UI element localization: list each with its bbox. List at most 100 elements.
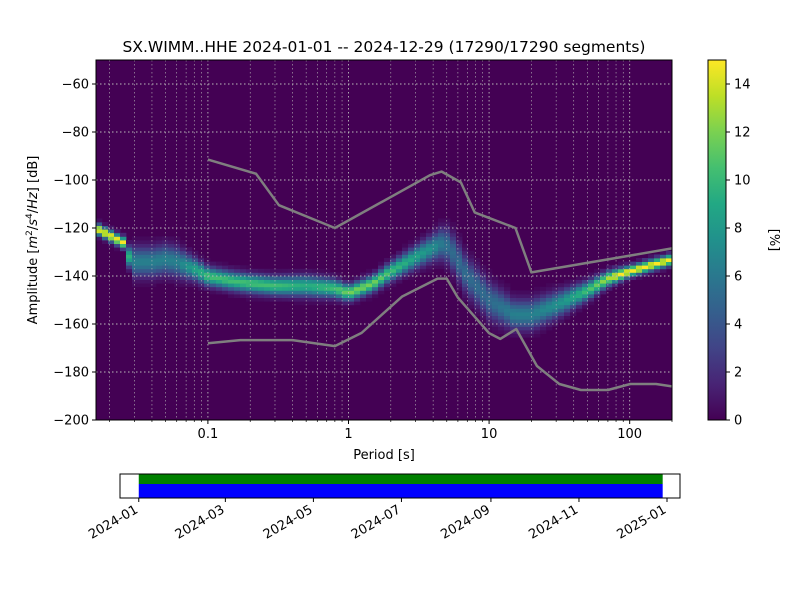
heatmap-cell: [96, 225, 103, 230]
heatmap-cell: [126, 261, 133, 266]
heatmap-cell: [462, 265, 469, 270]
heatmap-cell: [636, 276, 643, 280]
heatmap-cell: [162, 268, 169, 273]
heatmap-cell: [444, 229, 451, 234]
heatmap-cell: [264, 268, 271, 273]
heatmap-cell: [582, 301, 589, 306]
heatmap-cell: [426, 265, 433, 270]
heatmap-cell: [474, 304, 481, 309]
heatmap-cell: [534, 319, 541, 324]
heatmap-cell: [294, 294, 301, 298]
heatmap-cell: [534, 290, 541, 295]
heatmap-cell: [564, 290, 571, 295]
heatmap-cell: [174, 261, 181, 266]
heatmap-cell: [342, 304, 349, 309]
heatmap-cell: [216, 283, 223, 288]
heatmap-cell: [306, 290, 313, 295]
heatmap-cell: [534, 304, 541, 309]
heatmap-cell: [354, 301, 361, 306]
heatmap-cell: [432, 247, 439, 252]
heatmap-cell: [522, 315, 529, 320]
heatmap-cell: [468, 254, 475, 259]
heatmap-cell: [582, 297, 589, 302]
heatmap-cell: [630, 276, 637, 280]
heatmap-cell: [246, 276, 253, 280]
heatmap-cell: [588, 283, 595, 288]
heatmap-cell: [504, 330, 511, 334]
heatmap-cell: [510, 333, 517, 338]
heatmap-cell: [420, 254, 427, 259]
heatmap-cell: [348, 276, 355, 280]
heatmap-cell: [474, 286, 481, 291]
heatmap-cell: [462, 286, 469, 291]
heatmap-cell: [450, 272, 457, 277]
heatmap-cell: [186, 254, 193, 259]
heatmap-cell: [420, 268, 427, 273]
heatmap-cell: [252, 268, 259, 273]
heatmap-cell: [312, 276, 319, 280]
heatmap-cell: [132, 283, 139, 288]
heatmap-cell: [486, 279, 493, 284]
heatmap-cell: [126, 247, 133, 252]
heatmap-cell: [462, 247, 469, 252]
heatmap-cell: [606, 283, 613, 288]
heatmap-cell: [324, 268, 331, 273]
heatmap-cell: [354, 286, 361, 291]
heatmap-cell: [264, 276, 271, 280]
heatmap-cell: [408, 258, 415, 262]
heatmap-cell: [654, 258, 661, 262]
heatmap-cell: [402, 261, 409, 266]
heatmap-cell: [300, 283, 307, 288]
heatmap-cell: [570, 304, 577, 309]
heatmap-cell: [444, 247, 451, 252]
heatmap-cell: [450, 243, 457, 248]
heatmap-cell: [444, 250, 451, 255]
heatmap-cell: [420, 247, 427, 252]
heatmap-cell: [222, 261, 229, 266]
heatmap-cell: [336, 279, 343, 284]
heatmap-cell: [156, 250, 163, 255]
heatmap-cell: [366, 297, 373, 302]
heatmap-cell: [114, 240, 121, 244]
heatmap-cell: [132, 247, 139, 252]
heatmap-cell: [570, 312, 577, 316]
heatmap-cell: [480, 279, 487, 284]
heatmap-cell: [138, 243, 145, 248]
heatmap-cell: [138, 268, 145, 273]
heatmap-cell: [144, 247, 151, 252]
heatmap-cell: [642, 272, 649, 277]
heatmap-cell: [576, 290, 583, 295]
heatmap-cell: [594, 268, 601, 273]
heatmap-cell: [564, 312, 571, 316]
heatmap-cell: [180, 268, 187, 273]
heatmap-cell: [132, 272, 139, 277]
heatmap-cell: [204, 276, 211, 280]
heatmap-cell: [576, 297, 583, 302]
heatmap-cell: [282, 272, 289, 277]
heatmap-cell: [546, 290, 553, 295]
heatmap-cell: [564, 297, 571, 302]
heatmap-cell: [528, 312, 535, 316]
heatmap-cell: [228, 286, 235, 291]
heatmap-cell: [480, 297, 487, 302]
plot-frame: [95, 59, 673, 421]
heatmap-cell: [360, 286, 367, 291]
heatmap-cell: [450, 265, 457, 270]
heatmap-cell: [258, 279, 265, 284]
heatmap-cell: [174, 247, 181, 252]
heatmap-cell: [510, 294, 517, 298]
heatmap-cell: [432, 243, 439, 248]
heatmap-cell: [192, 250, 199, 255]
heatmap-cell: [588, 301, 595, 306]
heatmap-cell: [198, 268, 205, 273]
heatmap-cell: [150, 261, 157, 266]
heatmap-cell: [480, 301, 487, 306]
heatmap-cell: [540, 294, 547, 298]
heatmap-cell: [462, 276, 469, 280]
heatmap-cell: [216, 279, 223, 284]
heatmap-cell: [444, 265, 451, 270]
heatmap-cell: [558, 301, 565, 306]
heatmap-cell: [426, 268, 433, 273]
heatmap-cell: [240, 294, 247, 298]
heatmap-cell: [534, 333, 541, 338]
